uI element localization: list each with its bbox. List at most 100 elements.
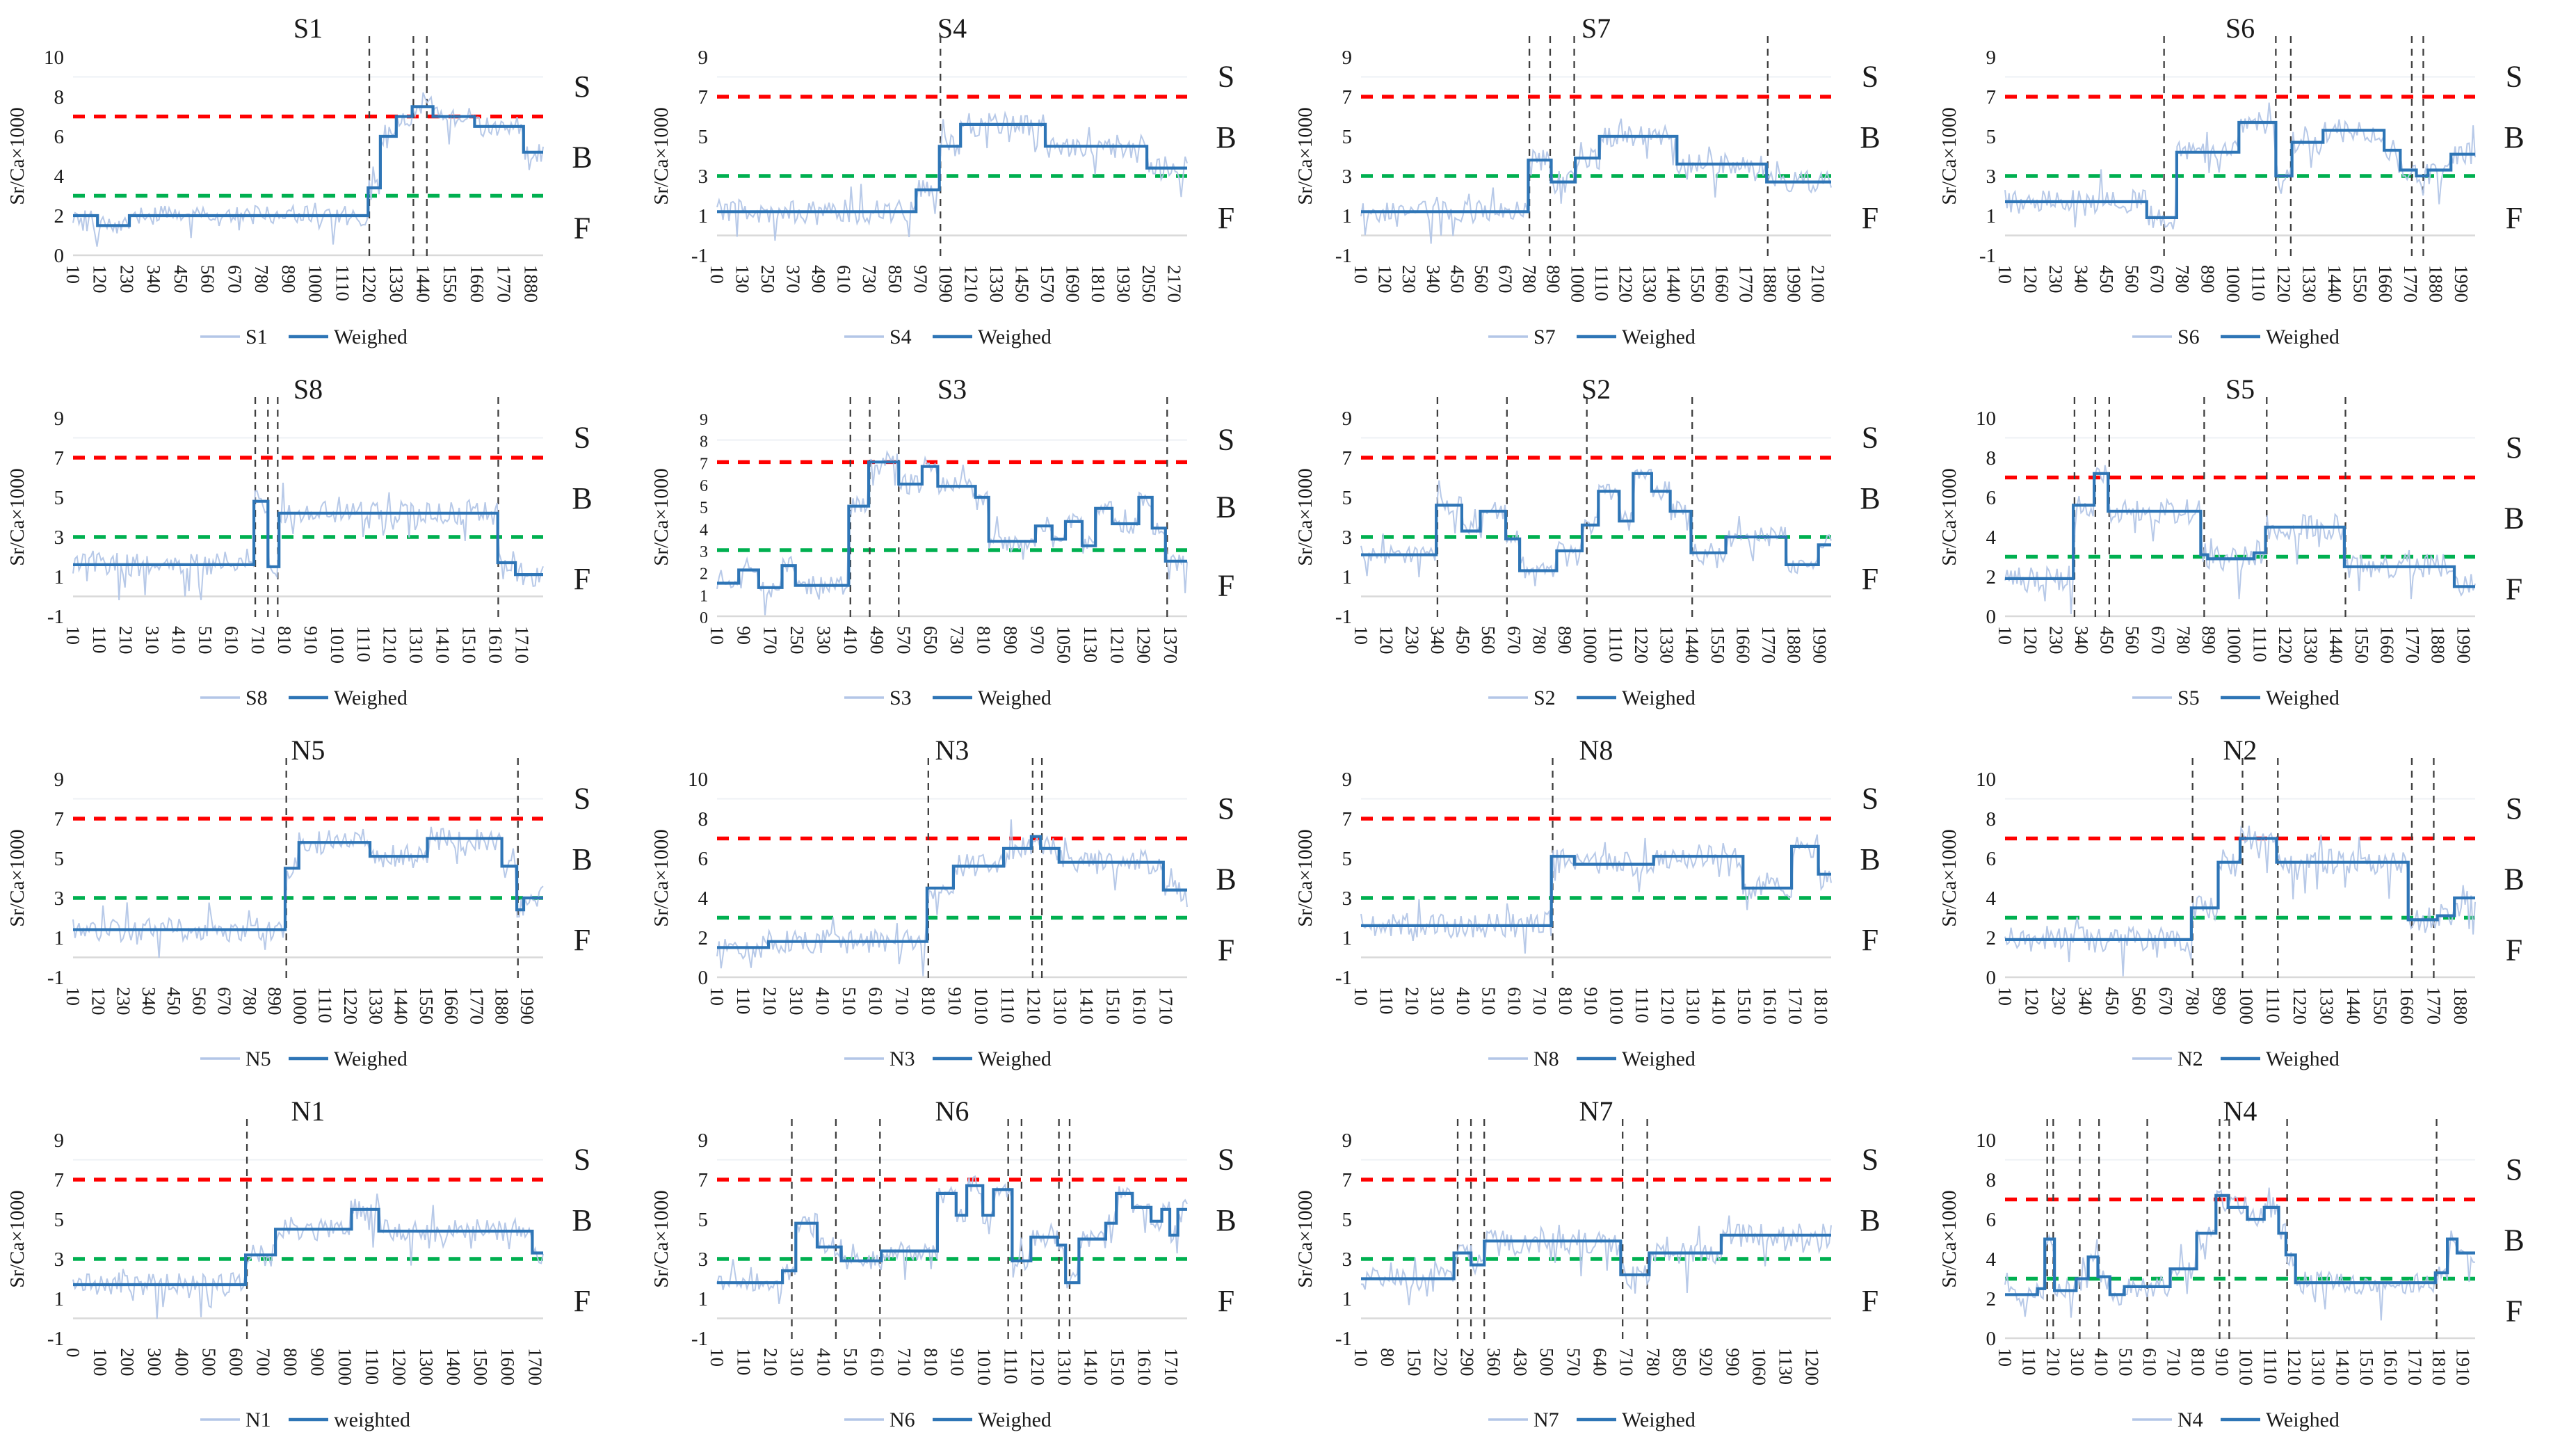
x-tick-labels: 0 100 200 300 400 500 600 700 800 900 1000 1100 1200… (63, 1348, 545, 1385)
svg-text:910: 910 (1581, 987, 1602, 1015)
svg-text:1410: 1410 (2332, 1348, 2353, 1385)
chart-legend: S1 Weighed (200, 326, 408, 348)
svg-text:1220: 1220 (2289, 987, 2310, 1025)
svg-text:670: 670 (2148, 626, 2168, 654)
legend-weighed-label: Weighed (978, 1047, 1052, 1070)
legend-raw-label: S8 (245, 686, 268, 709)
svg-text:970: 970 (910, 265, 931, 294)
svg-text:780: 780 (2182, 987, 2203, 1015)
zone-label-fresh: F (1862, 201, 1878, 235)
svg-text:1770: 1770 (1735, 265, 1756, 303)
zone-label-fresh: F (574, 923, 590, 957)
svg-text:10: 10 (707, 626, 727, 645)
svg-text:1500: 1500 (470, 1348, 491, 1385)
chart-legend: N6 Weighed (844, 1408, 1052, 1431)
svg-text:1000: 1000 (1580, 626, 1601, 664)
svg-text:120: 120 (2022, 987, 2043, 1015)
zone-label-brackish: B (1216, 862, 1236, 897)
gridlines (717, 76, 1187, 236)
svg-text:230: 230 (1401, 626, 1422, 654)
svg-text:1930: 1930 (1113, 265, 1134, 303)
zone-label-brackish: B (1860, 481, 1880, 515)
svg-text:1660: 1660 (2377, 626, 2398, 664)
zone-label-fresh: F (2506, 933, 2522, 967)
svg-text:1660: 1660 (2375, 265, 2396, 303)
svg-text:650: 650 (920, 626, 941, 654)
svg-text:5: 5 (54, 1209, 65, 1231)
svg-text:730: 730 (947, 626, 967, 654)
chart-svg-S3: S3 Sr/Ca×1000 0 1 2 3 4 5 6 7 8 9 10 90 170 250 330 410 49… (650, 373, 1237, 709)
transition-vlines (1456, 1119, 1648, 1341)
y-tick-labels: -1 1 3 5 7 9 (1335, 1130, 1352, 1350)
svg-text:7: 7 (1986, 86, 1997, 109)
svg-text:80: 80 (1377, 1348, 1398, 1367)
svg-text:410: 410 (2091, 1348, 2112, 1376)
weighed-series-line (73, 837, 543, 931)
svg-text:780: 780 (1519, 265, 1540, 294)
svg-text:1700: 1700 (524, 1348, 545, 1385)
chart-cell-S2: S2 Sr/Ca×1000 -1 1 3 5 7 9 10 120 230 340 450 560 670 7… (1288, 362, 1932, 723)
raw-series-line (72, 1194, 544, 1319)
svg-text:1210: 1210 (1106, 626, 1127, 664)
svg-text:1310: 1310 (1050, 987, 1071, 1025)
chart-legend: N3 Weighed (844, 1047, 1052, 1070)
svg-text:410: 410 (840, 626, 861, 654)
svg-text:1330: 1330 (2316, 987, 2337, 1025)
svg-text:1220: 1220 (359, 265, 380, 303)
svg-text:230: 230 (2048, 987, 2069, 1015)
svg-text:1000: 1000 (2236, 987, 2257, 1025)
svg-text:810: 810 (974, 626, 995, 654)
y-axis-label: Sr/Ca×1000 (6, 107, 29, 204)
svg-text:410: 410 (812, 987, 833, 1015)
svg-text:610: 610 (834, 265, 855, 294)
svg-text:7: 7 (54, 1169, 65, 1191)
zone-label-brackish: B (1216, 120, 1236, 154)
svg-text:3: 3 (700, 543, 708, 561)
chart-legend: S6 Weighed (2132, 326, 2340, 348)
svg-text:-1: -1 (47, 967, 64, 989)
svg-text:1330: 1330 (1657, 626, 1677, 664)
svg-text:1810: 1810 (2429, 1348, 2449, 1385)
svg-text:120: 120 (1376, 626, 1397, 654)
zone-label-fresh: F (1862, 562, 1878, 596)
chart-title: N3 (935, 734, 969, 766)
svg-text:4: 4 (1986, 887, 1997, 910)
svg-text:0: 0 (63, 1348, 83, 1358)
svg-text:560: 560 (1471, 265, 1492, 294)
svg-text:340: 340 (2070, 265, 2091, 294)
zone-label-fresh: F (1218, 201, 1234, 235)
svg-text:1610: 1610 (2381, 1348, 2401, 1385)
svg-text:810: 810 (1555, 987, 1576, 1015)
svg-text:1110: 1110 (1605, 626, 1626, 662)
chart-cell-S4: S4 Sr/Ca×1000 -1 1 3 5 7 9 10 130 250 370 490 610 730 8… (644, 1, 1288, 362)
weighed-series-line (2005, 120, 2475, 219)
svg-text:450: 450 (170, 265, 191, 294)
svg-text:10: 10 (1995, 626, 2015, 645)
y-tick-labels: -1 1 3 5 7 9 (1335, 47, 1352, 267)
y-axis-label: Sr/Ca×1000 (650, 829, 673, 926)
legend-weighed-label: Weighed (2266, 686, 2340, 709)
svg-text:850: 850 (885, 265, 905, 294)
svg-text:10: 10 (1351, 1348, 1371, 1367)
svg-text:9: 9 (1342, 1130, 1353, 1152)
raw-series-line (2004, 1187, 2476, 1321)
chart-legend: N1 weighted (200, 1408, 410, 1431)
legend-weighed-label: Weighed (334, 1047, 408, 1070)
y-tick-labels: -1 1 3 5 7 9 (1335, 408, 1352, 628)
svg-text:640: 640 (1590, 1348, 1611, 1376)
x-tick-labels: 10 120 230 340 450 560 670 780 890 1000 1110 1220 13… (1995, 987, 2471, 1025)
svg-text:1110: 1110 (332, 265, 353, 301)
legend-raw-label: S1 (245, 326, 268, 348)
gridlines (2005, 76, 2475, 236)
svg-text:2170: 2170 (1164, 265, 1185, 303)
svg-text:210: 210 (1402, 987, 1423, 1015)
gridlines (73, 798, 543, 958)
svg-text:1110: 1110 (1632, 987, 1652, 1023)
svg-text:1330: 1330 (365, 987, 386, 1025)
svg-text:1660: 1660 (1712, 265, 1732, 303)
y-tick-labels: 0 2 4 6 8 10 (688, 769, 709, 989)
svg-text:3: 3 (1986, 166, 1997, 188)
svg-text:1310: 1310 (1054, 1348, 1074, 1385)
gridlines (1361, 1159, 1831, 1319)
legend-raw-label: S7 (1533, 326, 1556, 348)
